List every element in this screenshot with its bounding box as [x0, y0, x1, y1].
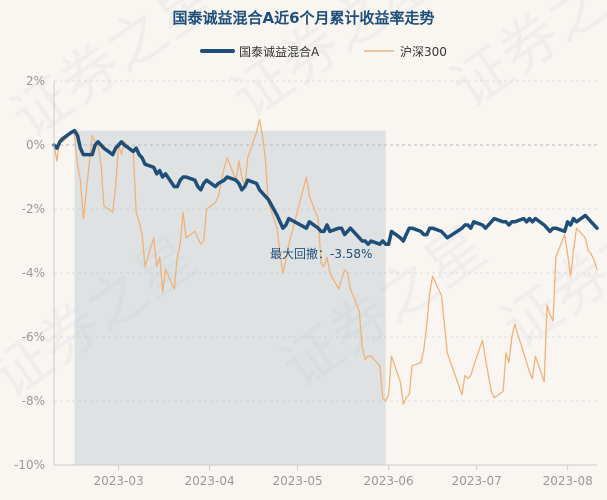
- max-drawdown-area: [74, 130, 386, 465]
- y-tick-label: -2%: [22, 202, 45, 216]
- max-drawdown-label: 最大回撤：-3.58%: [270, 246, 372, 261]
- series-line-1: [52, 128, 599, 246]
- x-tick-label: 2023-05: [273, 474, 323, 488]
- chart-title: 国泰诚益混合A近6个月累计收益率走势: [172, 9, 434, 27]
- y-tick-label: 2%: [26, 74, 45, 88]
- legend: 国泰诚益混合A 沪深300: [200, 44, 447, 59]
- x-tick-label: 2023-04: [184, 474, 234, 488]
- y-tick-label: -8%: [22, 394, 45, 408]
- x-tick-label: 2023-03: [94, 474, 144, 488]
- y-tick-label: -6%: [22, 330, 45, 344]
- x-tick-label: 2023-06: [364, 474, 414, 488]
- watermark-text: 证券之星: [489, 173, 607, 362]
- series-line-2: [53, 118, 598, 405]
- legend-label-series-1: 国泰诚益混合A: [239, 44, 320, 59]
- series-lines: [52, 118, 599, 405]
- x-tick-label: 2023-07: [452, 474, 502, 488]
- y-tick-label: -10%: [14, 458, 45, 472]
- y-tick-label: 0%: [26, 138, 45, 152]
- x-tick-label: 2023-08: [543, 474, 593, 488]
- y-tick-label: -4%: [22, 266, 45, 280]
- axes: 2% 0% -2% -4% -6% -8% -10% 2023-03 2023-04 2023-0…: [14, 74, 597, 488]
- legend-label-series-2: 沪深300: [400, 45, 447, 59]
- watermark-text: 证券之星: [439, 0, 607, 121]
